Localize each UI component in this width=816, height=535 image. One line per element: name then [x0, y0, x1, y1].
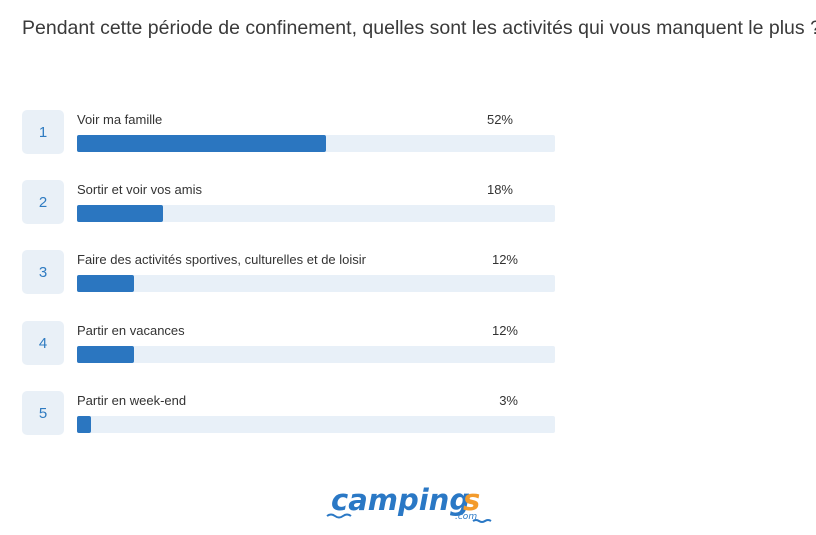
- percent-label: 3%: [499, 393, 518, 408]
- category-label: Faire des activités sportives, culturell…: [77, 252, 367, 267]
- bar-track: [77, 135, 555, 152]
- bar-fill: [77, 205, 164, 222]
- logo-wave-left: [326, 513, 352, 519]
- ranking-row: 3 Faire des activités sportives, culturel…: [22, 250, 562, 295]
- bar-fill: [77, 346, 135, 363]
- rank-badge: 3: [22, 250, 64, 294]
- campings-logo: camping s .com: [326, 483, 492, 523]
- bar-track: [77, 275, 555, 292]
- logo-wave-right: [472, 519, 492, 523]
- bar-track: [77, 205, 555, 222]
- logo-text: camping: [331, 483, 470, 517]
- percent-label: 12%: [491, 323, 518, 338]
- ranking-row: 1 Voir ma famille 52%: [22, 110, 562, 155]
- bar-fill: [77, 275, 135, 292]
- logo-accent: s: [463, 483, 480, 517]
- rank-badge: 2: [22, 180, 64, 224]
- rank-badge: 5: [22, 391, 64, 435]
- bar-fill: [77, 135, 326, 152]
- category-label: Voir ma famille: [77, 112, 163, 127]
- percent-label: 52%: [486, 112, 513, 127]
- category-label: Sortir et voir vos amis: [77, 182, 202, 197]
- ranking-row: 4 Partir en vacances 12%: [22, 321, 562, 366]
- bar-track: [77, 416, 555, 433]
- bar-fill: [77, 416, 92, 433]
- percent-label: 18%: [486, 182, 513, 197]
- category-label: Partir en week-end: [77, 393, 187, 408]
- ranking-row: 5 Partir en week-end 3%: [22, 391, 562, 436]
- question-title: Pendant cette période de confinement, qu…: [22, 17, 816, 39]
- bar-track: [77, 346, 555, 363]
- rank-badge: 1: [22, 110, 64, 154]
- percent-label: 12%: [491, 252, 518, 267]
- category-label: Partir en vacances: [77, 323, 185, 338]
- rank-badge: 4: [22, 321, 64, 365]
- logo-suffix: .com: [455, 512, 477, 522]
- ranking-row: 2 Sortir et voir vos amis 18%: [22, 180, 562, 225]
